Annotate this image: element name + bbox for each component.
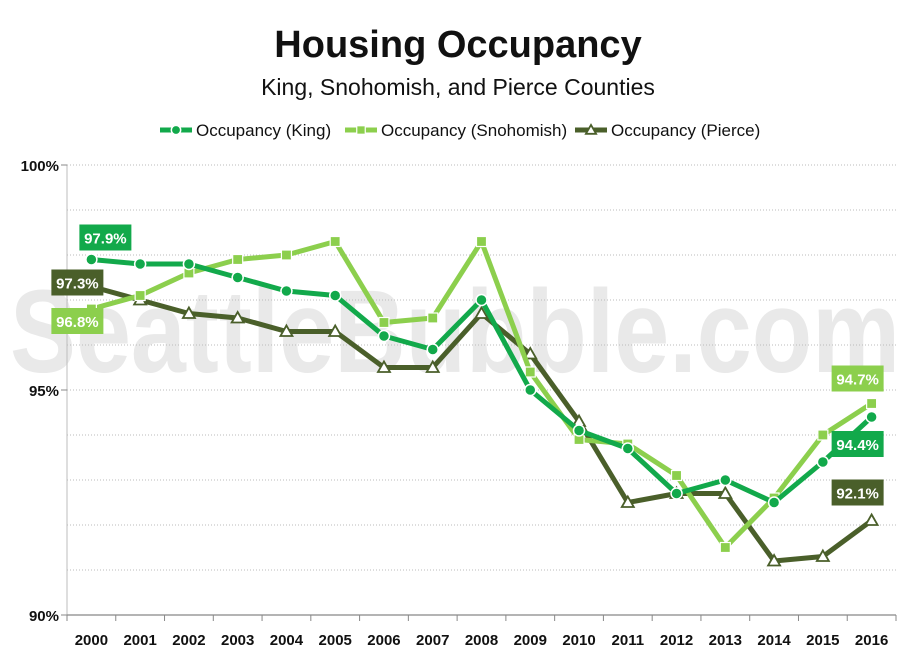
- data-point: [230, 310, 246, 324]
- data-label-text: 97.3%: [56, 276, 99, 293]
- data-point: [231, 271, 244, 284]
- x-tick-label: 2005: [319, 632, 352, 649]
- data-point: [817, 429, 829, 441]
- x-tick-label: 2010: [562, 632, 595, 649]
- data-point: [133, 257, 147, 271]
- legend-marker: [356, 125, 366, 135]
- legend: Occupancy (King) Occupancy (Snohomish) Occ…: [160, 121, 760, 140]
- chart-title: Housing Occupancy: [274, 24, 641, 66]
- x-tick-label: 2012: [660, 632, 693, 649]
- data-point: [815, 548, 831, 562]
- data-label: 94.7%: [831, 365, 884, 392]
- data-label-box: [79, 224, 132, 251]
- data-point: [719, 473, 732, 487]
- data-point: [670, 487, 683, 500]
- data-point: [376, 359, 392, 373]
- x-tick-label: 2013: [709, 632, 742, 649]
- data-point: [280, 284, 293, 298]
- x-tick-label: 2008: [465, 632, 498, 649]
- data-point: [232, 253, 244, 266]
- data-point: [427, 312, 439, 324]
- data-point: [572, 424, 586, 437]
- x-tick-label: 2000: [75, 632, 108, 649]
- data-point: [865, 410, 878, 424]
- y-tick-label: 100%: [21, 158, 59, 175]
- data-label-box: [831, 479, 884, 506]
- data-point: [328, 289, 342, 302]
- data-point: [717, 485, 733, 499]
- y-tick-label: 90%: [29, 608, 59, 625]
- data-label: 97.3%: [51, 269, 104, 296]
- data-label: 92.1%: [831, 479, 884, 506]
- x-tick-label: 2011: [612, 632, 645, 649]
- x-tick-label: 2015: [806, 632, 839, 649]
- legend-label: Occupancy (King): [196, 121, 331, 140]
- data-point: [278, 323, 294, 337]
- legend-marker: [170, 124, 182, 136]
- data-point: [182, 257, 196, 271]
- data-point: [329, 235, 341, 248]
- data-label-box: [831, 431, 884, 457]
- data-label-text: 96.8%: [56, 314, 99, 331]
- data-point: [524, 366, 536, 378]
- data-point: [620, 494, 636, 508]
- data-point: [866, 397, 878, 410]
- data-label-text: 97.9%: [84, 231, 127, 248]
- data-point: [475, 293, 488, 307]
- legend-item: Occupancy (Snohomish): [345, 121, 567, 140]
- data-point: [621, 442, 635, 455]
- data-point: [426, 343, 439, 356]
- data-point: [766, 553, 782, 567]
- x-tick-label: 2002: [172, 632, 205, 649]
- data-point: [719, 541, 731, 554]
- data-point: [524, 383, 537, 397]
- data-point: [816, 455, 830, 469]
- legend-label: Occupancy (Pierce): [611, 121, 760, 140]
- data-point: [670, 469, 683, 482]
- data-point: [134, 289, 146, 302]
- legend-marker: [584, 123, 598, 135]
- data-labels: 97.9% 97.3% 96.8% 94.7% 94.4% 92.1%: [51, 224, 884, 506]
- x-tick-label: 2001: [123, 632, 156, 649]
- x-tick-label: 2009: [514, 632, 547, 649]
- data-label-text: 94.4%: [836, 437, 879, 454]
- x-tick-label: 2006: [367, 632, 400, 649]
- data-label: 96.8%: [51, 308, 104, 334]
- data-point: [767, 496, 781, 509]
- x-tick-label: 2016: [855, 632, 888, 649]
- data-label-box: [831, 365, 884, 392]
- data-point: [327, 323, 343, 337]
- x-tick-label: 2007: [416, 632, 449, 649]
- data-label-box: [51, 269, 104, 296]
- data-point: [280, 249, 293, 261]
- series-circle: [85, 253, 878, 509]
- data-point: [864, 512, 880, 526]
- legend-item: Occupancy (Pierce): [575, 121, 760, 140]
- legend-label: Occupancy (Snohomish): [381, 121, 567, 140]
- data-point: [378, 316, 390, 329]
- y-tick-label: 95%: [29, 383, 59, 400]
- chart-subtitle: King, Snohomish, and Pierce Counties: [261, 74, 655, 100]
- series-layer: [83, 235, 880, 567]
- data-label-text: 94.7%: [836, 372, 879, 389]
- legend-item: Occupancy (King): [160, 121, 331, 140]
- data-point: [425, 359, 441, 373]
- data-label-text: 92.1%: [836, 486, 879, 503]
- x-tick-label: 2014: [757, 632, 791, 649]
- data-label: 97.9%: [79, 224, 132, 251]
- x-tick-label: 2003: [221, 632, 254, 649]
- data-label: 94.4%: [831, 431, 884, 457]
- data-point: [522, 346, 538, 360]
- data-label-box: [51, 308, 104, 334]
- data-point: [85, 253, 98, 266]
- data-point: [473, 305, 490, 319]
- x-tick-label: 2004: [270, 632, 304, 649]
- data-point: [181, 305, 197, 319]
- data-point: [377, 329, 391, 343]
- axes: 90% 95% 100% 2000 2001 2002 2003 2004 2005 2006 20…: [21, 158, 897, 649]
- data-point: [475, 235, 488, 248]
